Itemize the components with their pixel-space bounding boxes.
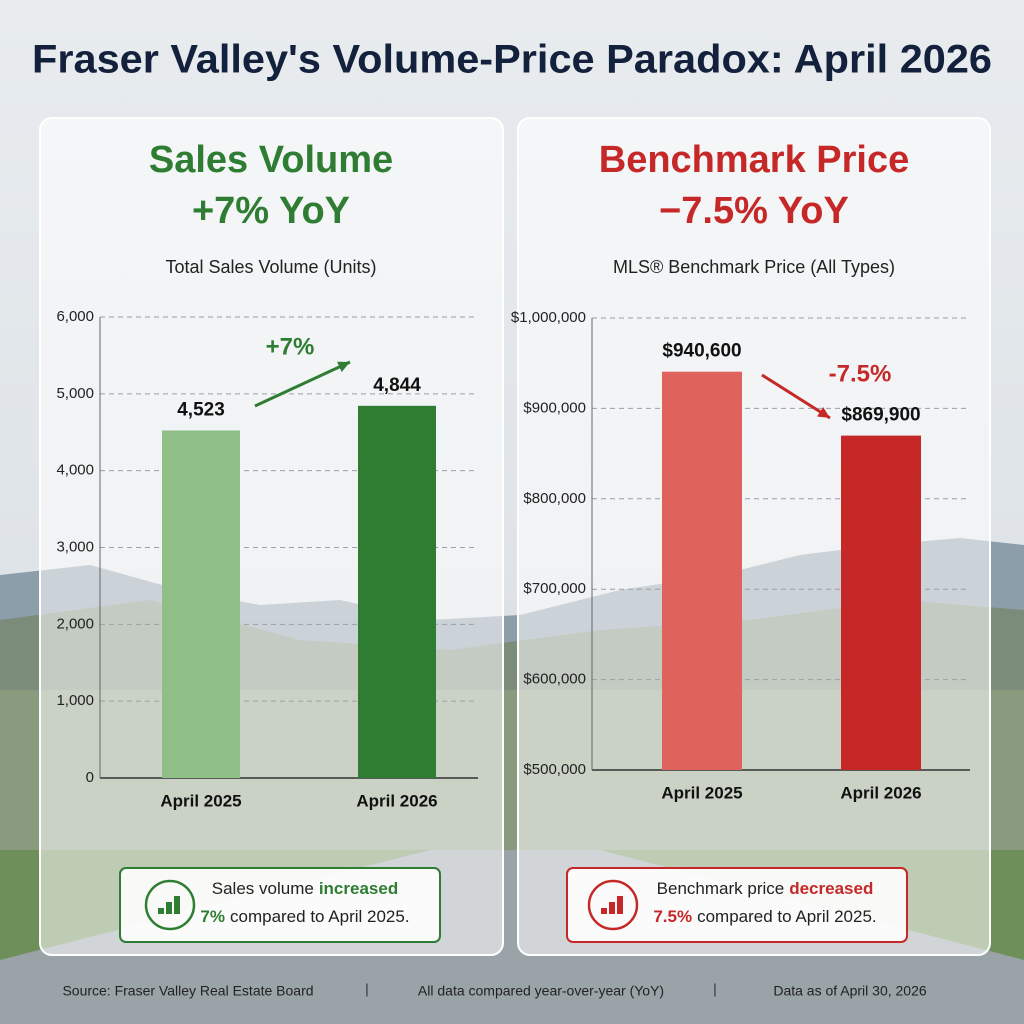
y-tick-label: $500,000 bbox=[523, 761, 586, 778]
summary-box bbox=[119, 867, 441, 943]
summary-line: 7% compared to April 2025. bbox=[200, 907, 409, 926]
y-tick-label: 3,000 bbox=[56, 538, 94, 555]
arrow-head bbox=[337, 361, 350, 373]
y-tick-label: 1,000 bbox=[56, 692, 94, 709]
y-tick-label: $900,000 bbox=[523, 399, 586, 416]
chart-title: Sales Volume bbox=[149, 139, 393, 181]
bar bbox=[662, 371, 742, 770]
x-tick-label: April 2026 bbox=[356, 791, 437, 810]
bar bbox=[358, 405, 436, 778]
summary-amount: 7.5% bbox=[653, 907, 692, 926]
footer-note: All data compared year-over-year (YoY) bbox=[418, 983, 664, 999]
y-tick-label: $1,000,000 bbox=[511, 309, 586, 326]
icon-bar bbox=[166, 902, 172, 914]
summary-lead: Sales volume bbox=[212, 879, 314, 898]
axis-title: Total Sales Volume (Units) bbox=[165, 257, 376, 277]
summary-line: Sales volume increased bbox=[212, 879, 398, 898]
main-title: Fraser Valley's Volume-Price Paradox: Ap… bbox=[32, 38, 992, 82]
x-tick-label: April 2026 bbox=[840, 783, 921, 802]
summary-icon bbox=[144, 879, 196, 931]
summary-amount: 7% bbox=[200, 907, 225, 926]
separator: | bbox=[365, 981, 369, 997]
summary-rest: compared to April 2025. bbox=[230, 907, 410, 926]
footer-date: Data as of April 30, 2026 bbox=[773, 983, 927, 999]
y-tick-label: 4,000 bbox=[56, 462, 94, 479]
y-tick-label: 6,000 bbox=[56, 308, 94, 325]
icon-bar bbox=[158, 908, 164, 914]
change-arrow bbox=[254, 360, 351, 408]
summary-icon bbox=[587, 879, 639, 931]
axis-title: MLS® Benchmark Price (All Types) bbox=[613, 257, 895, 277]
chart-title: Benchmark Price bbox=[599, 139, 910, 181]
summary-line: Benchmark price decreased bbox=[657, 879, 874, 898]
y-tick-label: $600,000 bbox=[523, 671, 586, 688]
summary-line: 7.5% compared to April 2025. bbox=[653, 907, 876, 926]
chart-subtitle: −7.5% YoY bbox=[659, 190, 849, 232]
value-label: $940,600 bbox=[662, 341, 741, 362]
value-label: 4,523 bbox=[177, 399, 225, 420]
summary-box bbox=[566, 867, 908, 943]
change-annotation: +7% bbox=[266, 333, 315, 360]
y-tick-label: $800,000 bbox=[523, 490, 586, 507]
summary-verb: increased bbox=[319, 879, 398, 898]
x-tick-label: April 2025 bbox=[160, 791, 241, 810]
value-label: $869,900 bbox=[841, 405, 920, 426]
icon-bar bbox=[609, 902, 615, 914]
change-annotation: -7.5% bbox=[829, 360, 892, 387]
x-tick-label: April 2025 bbox=[661, 783, 742, 802]
summary-rest: compared to April 2025. bbox=[697, 907, 877, 926]
bar bbox=[162, 430, 240, 778]
icon-bar bbox=[601, 908, 607, 914]
footer-source: Source: Fraser Valley Real Estate Board bbox=[62, 983, 313, 999]
y-tick-label: 2,000 bbox=[56, 615, 94, 632]
icon-bar bbox=[174, 896, 180, 914]
y-tick-label: 0 bbox=[86, 769, 94, 786]
summary-verb: decreased bbox=[789, 879, 873, 898]
icon-bar bbox=[617, 896, 623, 914]
y-tick-label: $700,000 bbox=[523, 580, 586, 597]
bar bbox=[841, 435, 921, 770]
change-arrow bbox=[761, 373, 831, 420]
arrow-head bbox=[817, 406, 830, 418]
separator: | bbox=[713, 981, 717, 997]
chart-subtitle: +7% YoY bbox=[192, 190, 350, 232]
y-tick-label: 5,000 bbox=[56, 385, 94, 402]
value-label: 4,844 bbox=[373, 375, 421, 396]
summary-lead: Benchmark price bbox=[657, 879, 785, 898]
